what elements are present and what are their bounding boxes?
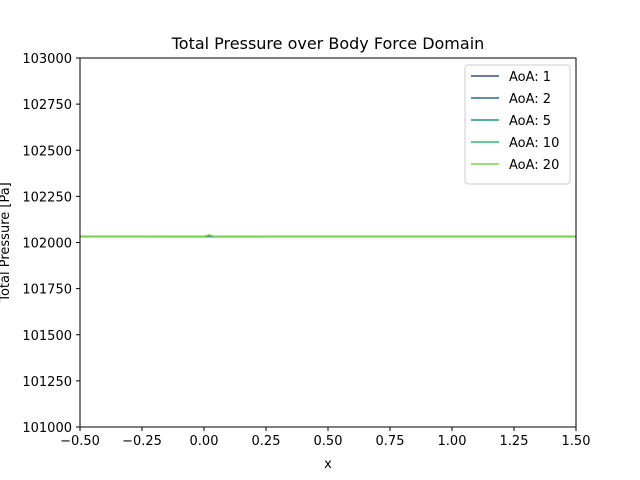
y-tick-label: 102750: [22, 98, 72, 113]
y-tick-label: 102250: [22, 190, 72, 205]
x-tick-label: 1.25: [500, 434, 529, 449]
legend-entry-label: AoA: 2: [509, 92, 551, 107]
legend-entry-label: AoA: 5: [509, 114, 551, 129]
y-tick-label: 101250: [22, 375, 72, 390]
y-axis-label: Total Pressure [Pa]: [0, 182, 13, 303]
y-tick-label: 102500: [22, 144, 72, 159]
chart-title: Total Pressure over Body Force Domain: [171, 34, 485, 53]
legend-entry-label: AoA: 1: [509, 70, 551, 85]
legend-entry-label: AoA: 20: [509, 158, 559, 173]
x-tick-label: 0.50: [314, 434, 343, 449]
legend-box: [464, 64, 571, 185]
y-tick-label: 101500: [22, 329, 72, 344]
x-tick-label: 0.00: [190, 434, 219, 449]
y-tick-label: 103000: [22, 52, 72, 67]
x-tick-label: 1.50: [562, 434, 591, 449]
x-tick-label: 0.75: [376, 434, 405, 449]
x-tick-label: 0.25: [252, 434, 281, 449]
legend: AoA: 1 AoA: 2 AoA: 5 AoA: 10 AoA: 20: [464, 64, 571, 185]
legend-entry-label: AoA: 10: [509, 136, 559, 151]
x-tick-label: −0.50: [60, 434, 100, 449]
series-line-5: [80, 233, 576, 238]
y-tick-label: 102000: [22, 237, 72, 252]
y-tick-label: 101750: [22, 283, 72, 298]
x-tick-label: −0.25: [122, 434, 162, 449]
y-tick-label: 101000: [22, 421, 72, 436]
x-tick-label: 1.00: [438, 434, 467, 449]
x-axis-label: x: [324, 457, 332, 472]
